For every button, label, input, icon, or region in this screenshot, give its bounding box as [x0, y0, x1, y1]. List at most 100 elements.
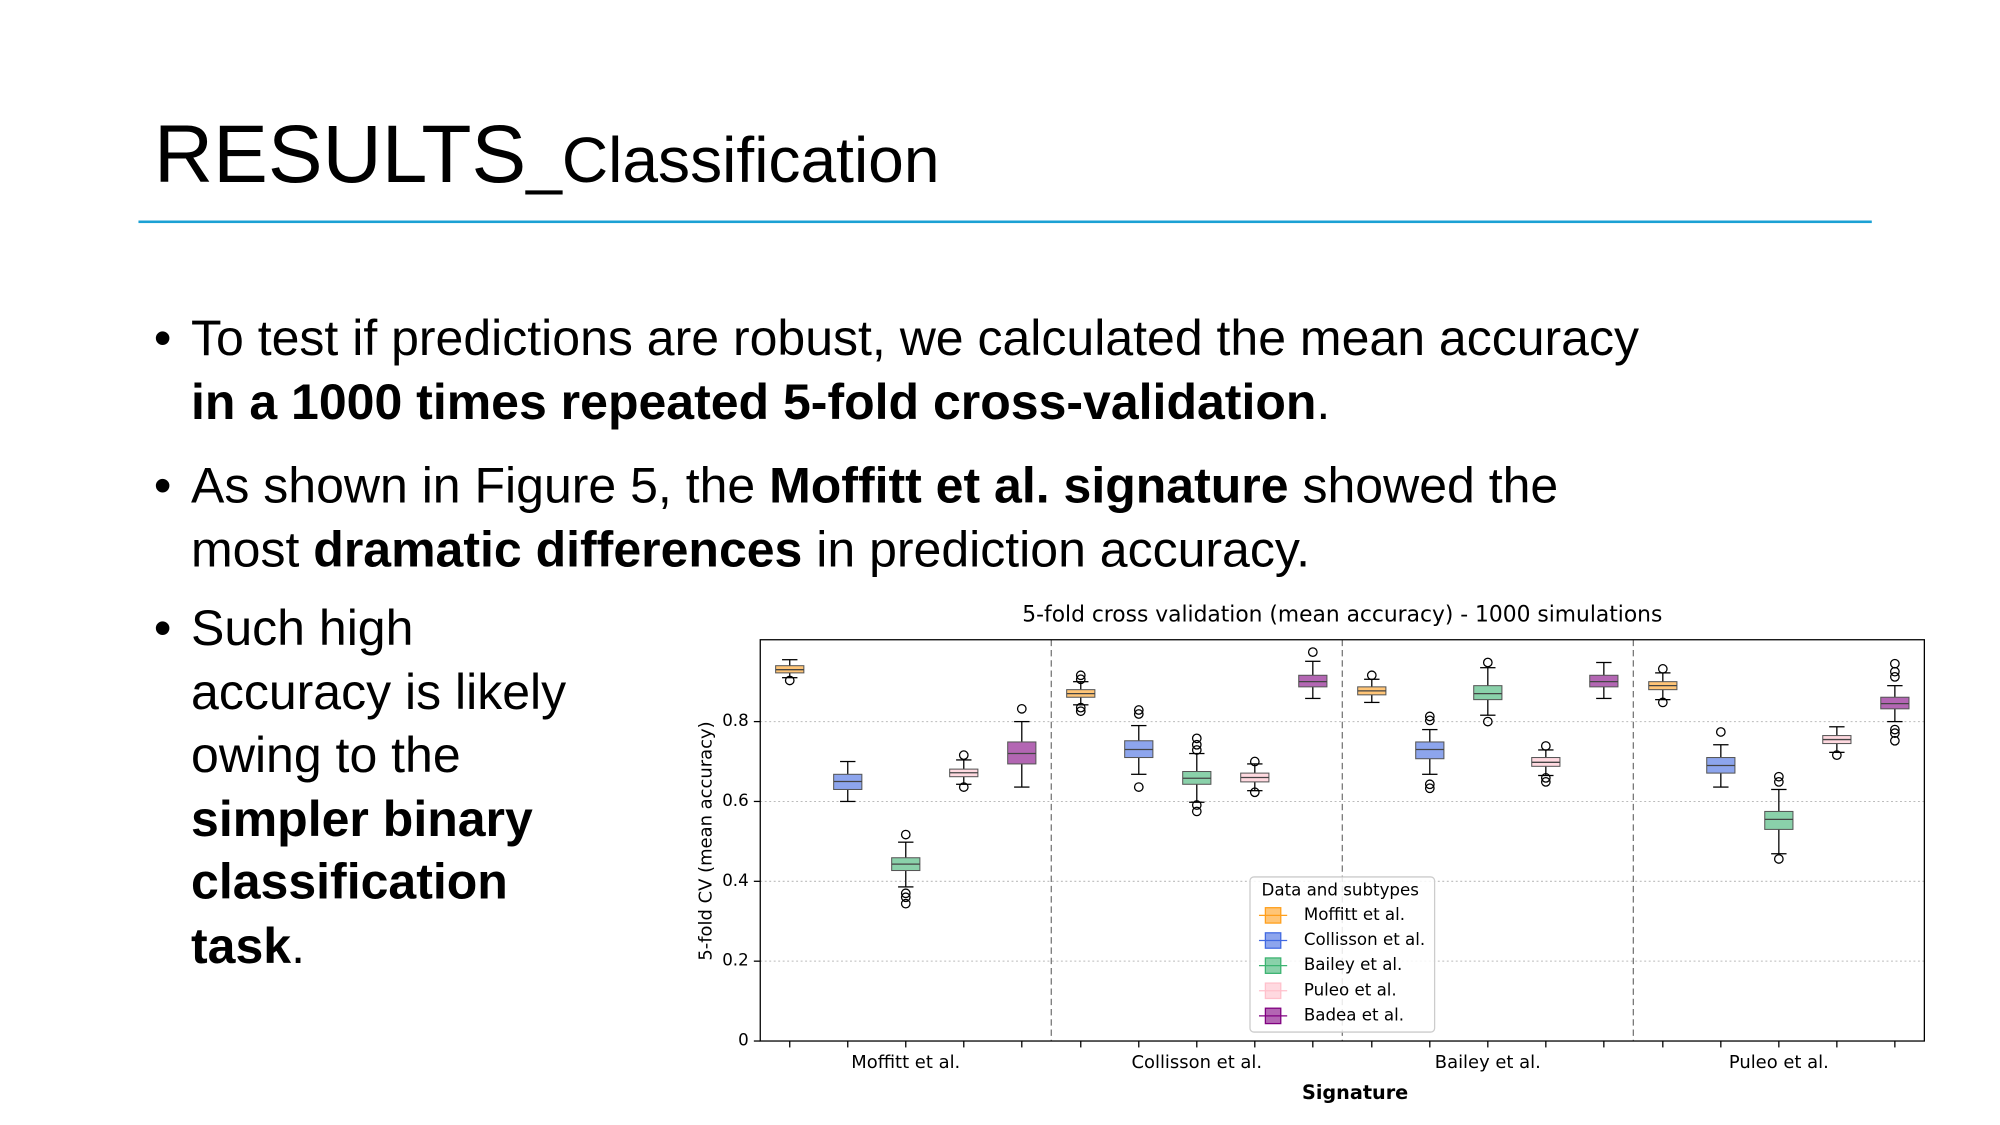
text-run: in prediction accuracy. [802, 522, 1311, 578]
y-tick-label: 0.2 [722, 951, 749, 970]
outlier [1773, 777, 1784, 787]
bullet: • As shown in Figure 5, the Moffitt et al… [154, 455, 1558, 582]
outlier [900, 892, 911, 903]
legend-swatch [1264, 907, 1282, 924]
outlier [958, 782, 969, 792]
outlier [1366, 670, 1377, 681]
legend-swatch [1264, 932, 1282, 949]
outlier [1016, 703, 1027, 714]
bullet-dot: • [153, 458, 172, 515]
x-tick-label: Moffitt et al. [851, 1052, 960, 1073]
outlier [1249, 787, 1260, 798]
outlier [1191, 739, 1202, 750]
y-tick-label: 0.4 [722, 871, 749, 890]
text-run: in a 1000 times repeated 5-fold cross-va… [191, 374, 1317, 431]
outlier [900, 829, 911, 840]
outlier [1482, 716, 1493, 727]
outlier [1889, 658, 1900, 669]
bullet-dot: • [153, 311, 172, 367]
legend-swatch [1264, 1007, 1282, 1025]
outlier [1307, 647, 1318, 657]
outlier [1424, 711, 1435, 722]
outlier [1773, 854, 1784, 864]
title-run: RESULTS [153, 107, 527, 200]
outlier [1657, 697, 1668, 708]
outlier [1889, 735, 1900, 746]
outlier [1424, 783, 1435, 794]
text-run: dramatic differences [313, 522, 803, 578]
bullet-line: Such high [154, 597, 566, 660]
text-run: simpler binary [191, 791, 533, 847]
bullet-line: in a 1000 times repeated 5-fold cross-va… [154, 371, 1639, 434]
box [1473, 685, 1503, 701]
x-tick-label: Bailey et al. [1435, 1052, 1541, 1073]
legend-label: Bailey et al. [1304, 955, 1403, 974]
bullet-line: owing to the [154, 724, 566, 787]
text-run: accuracy is likely [191, 664, 567, 720]
outlier [784, 675, 795, 686]
legend-label: Moffitt et al. [1304, 905, 1405, 924]
legend-label: Collisson et al. [1304, 930, 1425, 949]
outlier [1249, 756, 1260, 767]
outlier [1540, 773, 1551, 783]
text-run: Moffitt et al. signature [769, 458, 1289, 515]
outlier [1540, 777, 1551, 787]
outlier [1191, 733, 1202, 744]
outlier [1424, 715, 1435, 726]
bullet-line: simpler binary [154, 788, 566, 851]
text-run: As shown in Figure 5, the [191, 458, 770, 515]
outlier [1133, 709, 1144, 719]
title-run: _Classification [526, 124, 940, 197]
bullet-line: accuracy is likely [154, 661, 566, 724]
x-axis-label: Signature [1302, 1081, 1408, 1104]
y-axis-label: 5-fold CV (mean accuracy) [695, 721, 716, 960]
text-run: task [191, 918, 292, 974]
outlier [1191, 745, 1202, 755]
box [1415, 741, 1445, 760]
slide-title: RESULTS_Classification [154, 113, 940, 195]
bullet: • To test if predictions are robust, we c… [154, 308, 1639, 435]
text-run: most [191, 522, 314, 578]
outlier [1482, 657, 1493, 668]
bullet-dot: • [153, 601, 172, 657]
outlier [1075, 706, 1086, 717]
legend-label: Badea et al. [1304, 1005, 1404, 1024]
text-run: showed the [1288, 458, 1559, 515]
outlier [1715, 727, 1726, 737]
legend-swatch [1264, 957, 1282, 974]
bullet-line: classification [154, 851, 566, 914]
outlier [1889, 724, 1900, 735]
legend-title: Data and subtypes [1262, 881, 1419, 900]
bullet-line: task. [154, 915, 566, 978]
outlier [1133, 705, 1144, 715]
title-rule [138, 220, 1872, 224]
y-tick-label: 0.6 [722, 791, 749, 810]
bullet: • Such high accuracy is likely owing to the… [154, 597, 566, 978]
outlier [1831, 750, 1842, 761]
outlier [1889, 672, 1900, 682]
x-tick-label: Puleo et al. [1729, 1052, 1829, 1073]
outlier [1075, 670, 1086, 681]
outlier [900, 898, 911, 909]
outlier [1657, 664, 1668, 674]
outlier [1540, 741, 1551, 751]
bullet-line: most dramatic differences in prediction … [154, 519, 1558, 582]
outlier [1191, 800, 1202, 810]
outlier [1133, 782, 1144, 792]
outlier [958, 750, 969, 761]
chart-title: 5-fold cross validation (mean accuracy) … [1022, 602, 1662, 627]
outlier [1075, 702, 1086, 713]
text-run: Such high [191, 601, 414, 657]
text-run: . [291, 918, 306, 974]
text-run: owing to the [191, 728, 461, 784]
outlier [1773, 771, 1784, 782]
y-tick-label: 0.8 [722, 711, 749, 730]
outlier [1191, 806, 1202, 817]
outlier [1889, 666, 1900, 677]
outlier [1424, 779, 1435, 790]
outlier [900, 888, 911, 899]
plot-frame [759, 639, 1925, 1042]
